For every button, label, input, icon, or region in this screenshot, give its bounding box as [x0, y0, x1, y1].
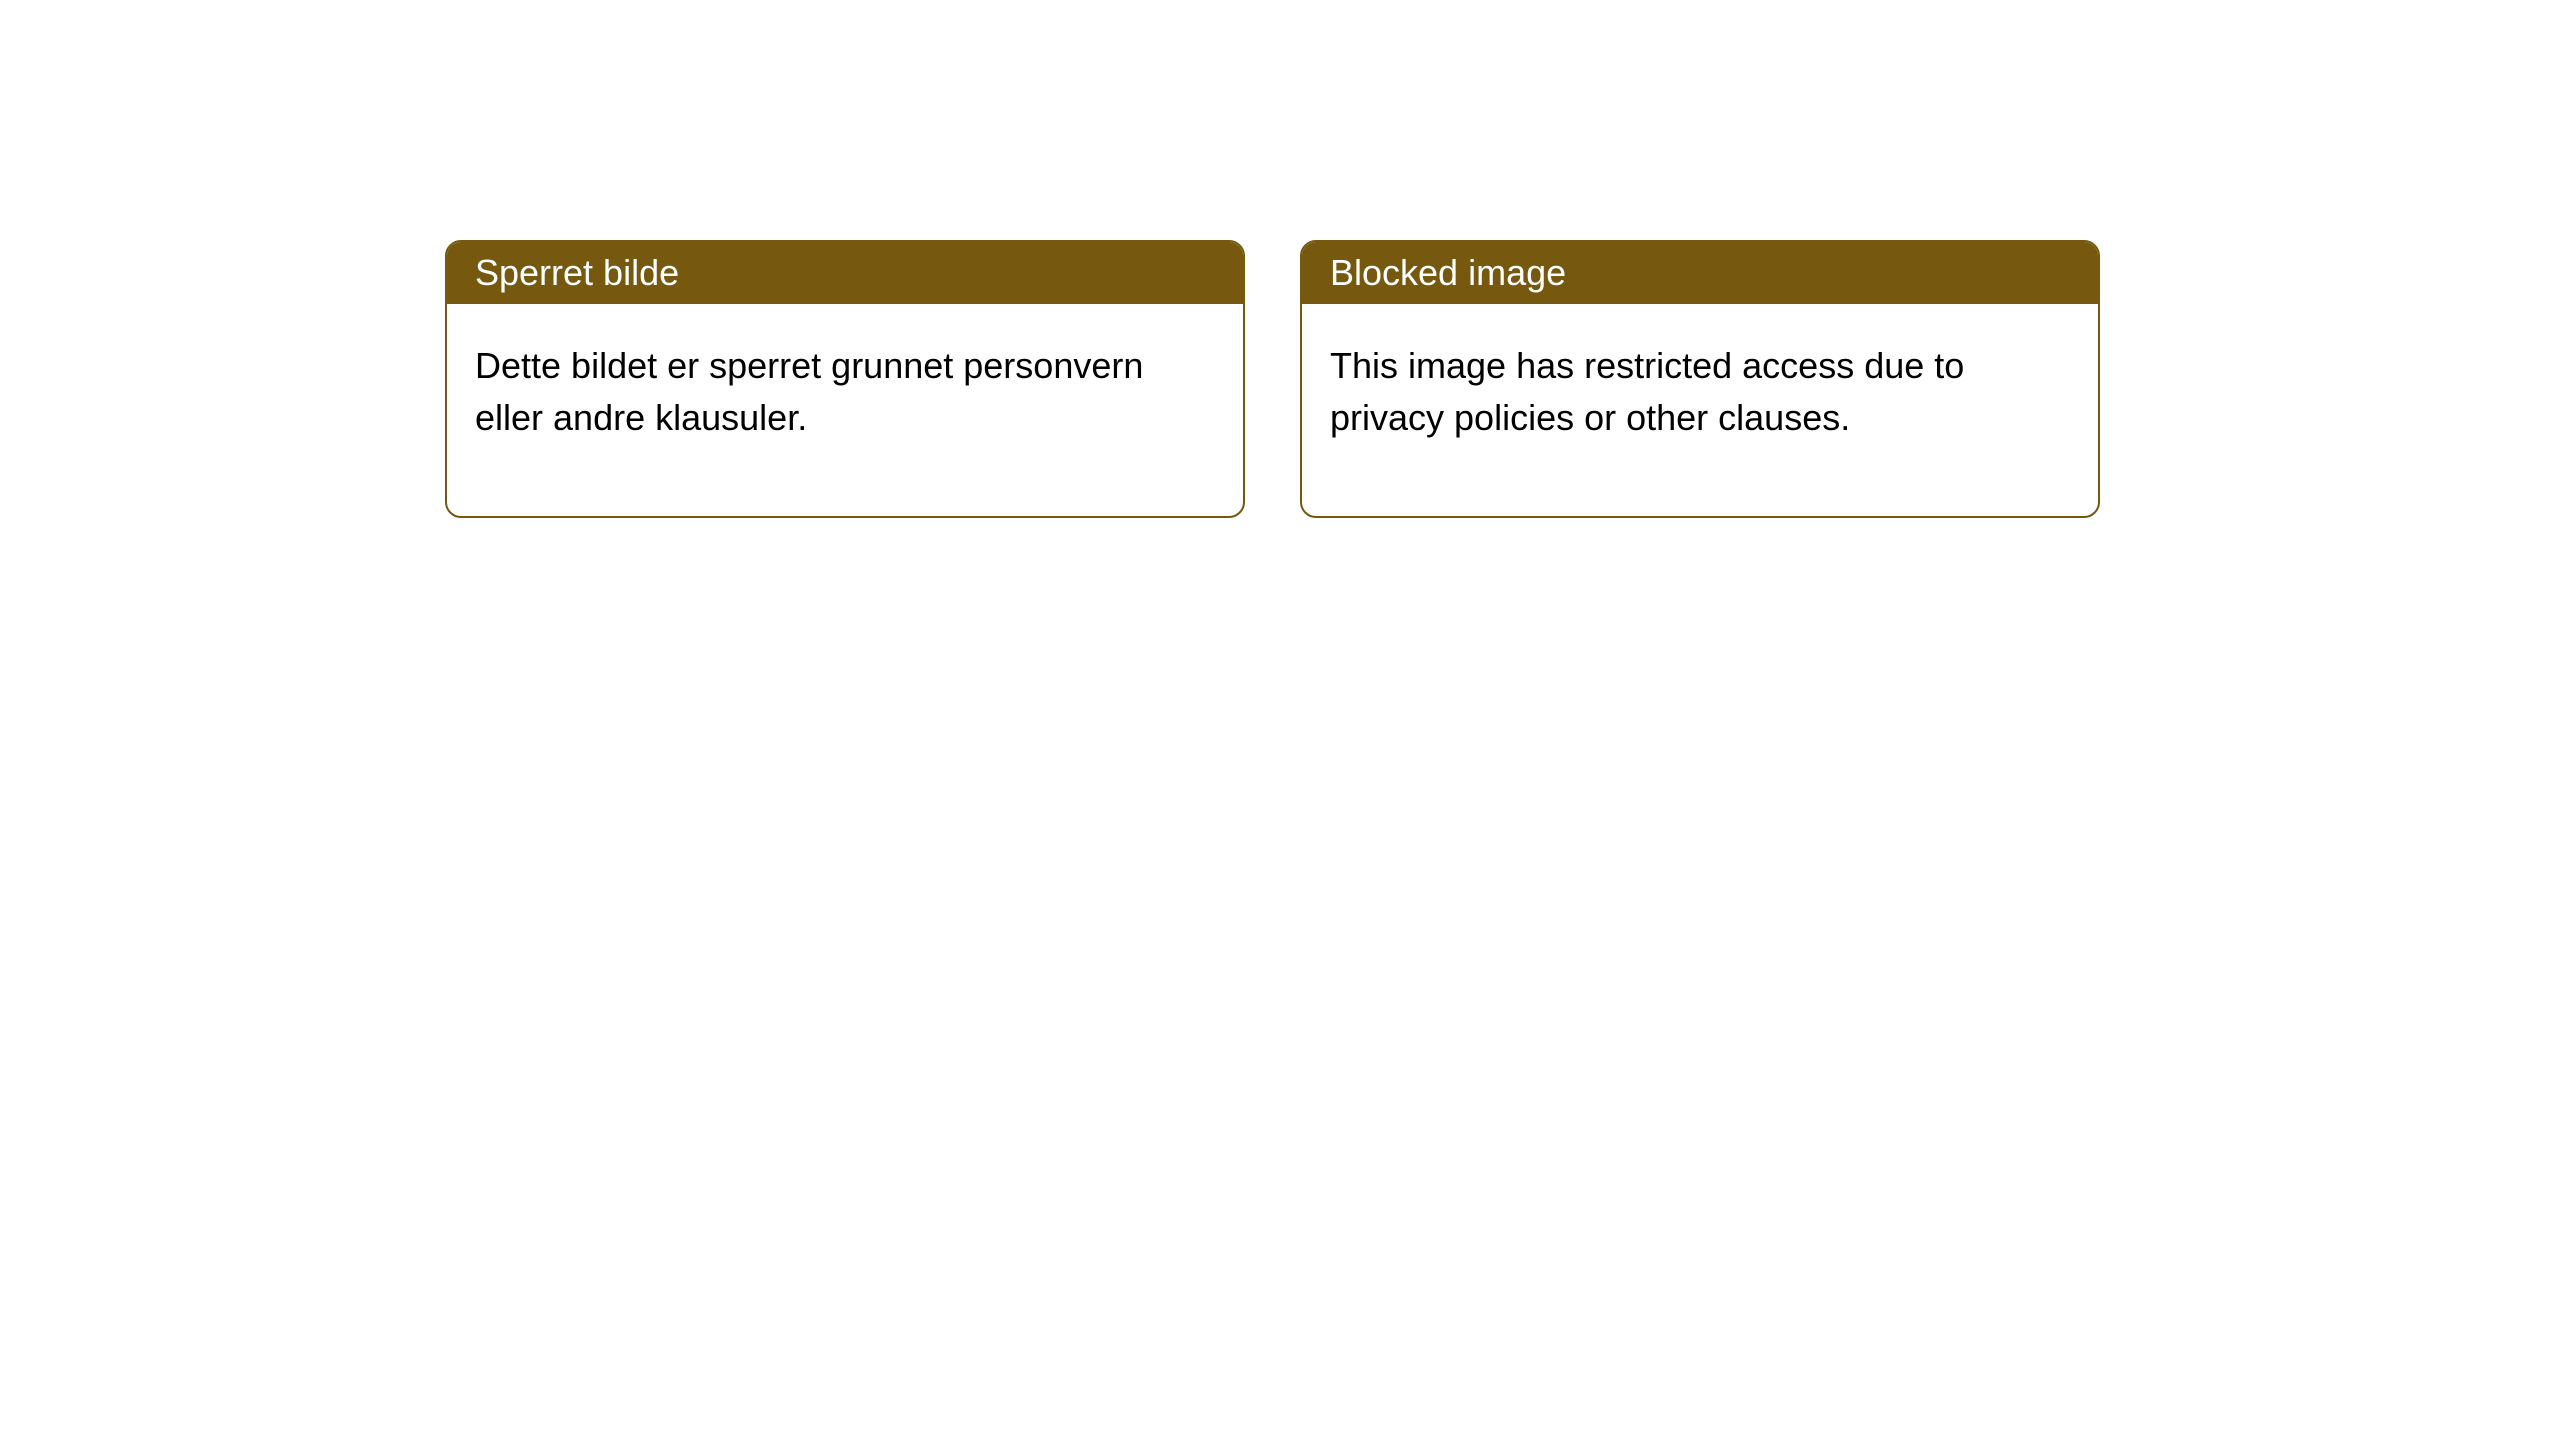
notice-header: Blocked image: [1302, 242, 2098, 304]
notice-card-english: Blocked image This image has restricted …: [1300, 240, 2100, 518]
notice-body: Dette bildet er sperret grunnet personve…: [447, 304, 1243, 516]
notice-title: Blocked image: [1330, 252, 1566, 293]
notice-body-text: This image has restricted access due to …: [1330, 345, 1964, 438]
notice-card-norwegian: Sperret bilde Dette bildet er sperret gr…: [445, 240, 1245, 518]
notice-title: Sperret bilde: [475, 252, 679, 293]
notice-body: This image has restricted access due to …: [1302, 304, 2098, 516]
notice-body-text: Dette bildet er sperret grunnet personve…: [475, 345, 1143, 438]
notice-header: Sperret bilde: [447, 242, 1243, 304]
notice-container: Sperret bilde Dette bildet er sperret gr…: [445, 240, 2100, 518]
